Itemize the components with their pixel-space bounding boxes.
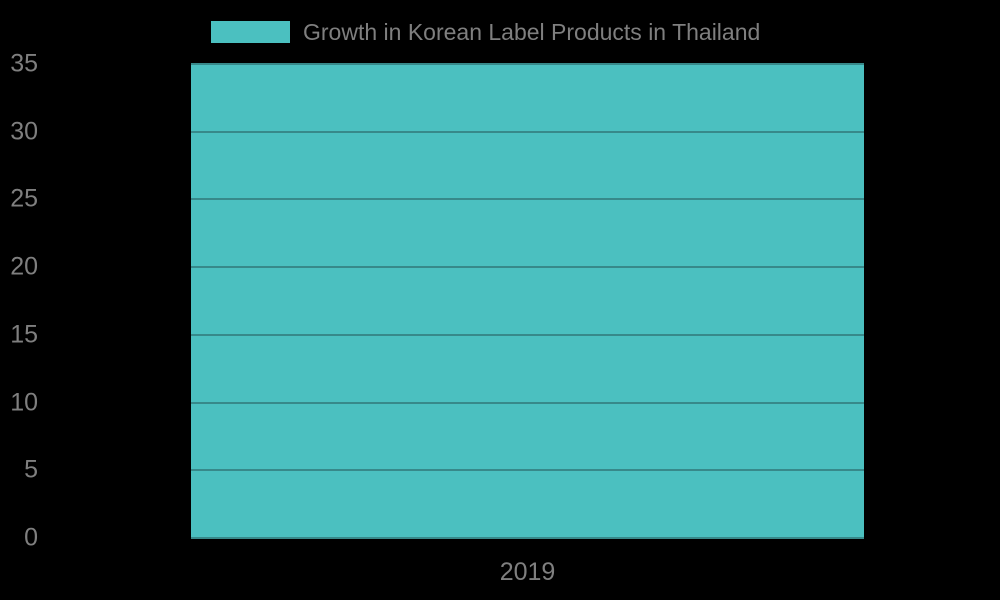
gridline-0: [191, 537, 864, 539]
gridline-25: [191, 198, 864, 201]
y-axis: 0 5 10 15 20 25 30 35: [0, 50, 38, 552]
plot-area: [191, 63, 864, 539]
y-tick-label-35: 35: [10, 49, 38, 78]
y-tick-label-25: 25: [10, 184, 38, 213]
y-tick-label-30: 30: [10, 117, 38, 146]
gridline-20: [191, 266, 864, 269]
legend-swatch-icon: [211, 21, 290, 43]
x-tick-label-2019: 2019: [499, 558, 556, 586]
y-tick-label-5: 5: [24, 455, 38, 484]
y-tick-label-10: 10: [10, 388, 38, 417]
gridline-10: [191, 401, 864, 404]
gridline-15: [191, 333, 864, 336]
legend-label: Growth in Korean Label Products in Thail…: [303, 19, 761, 45]
gridline-5: [191, 469, 864, 472]
bar-2019: [191, 64, 864, 538]
y-tick-label-0: 0: [24, 523, 38, 552]
y-tick-label-15: 15: [10, 320, 38, 349]
chart-legend: Growth in Korean Label Products in Thail…: [211, 19, 760, 45]
x-axis: 2019: [191, 558, 864, 587]
gridline-35: [191, 63, 864, 65]
y-tick-label-20: 20: [10, 252, 38, 281]
gridline-30: [191, 130, 864, 133]
